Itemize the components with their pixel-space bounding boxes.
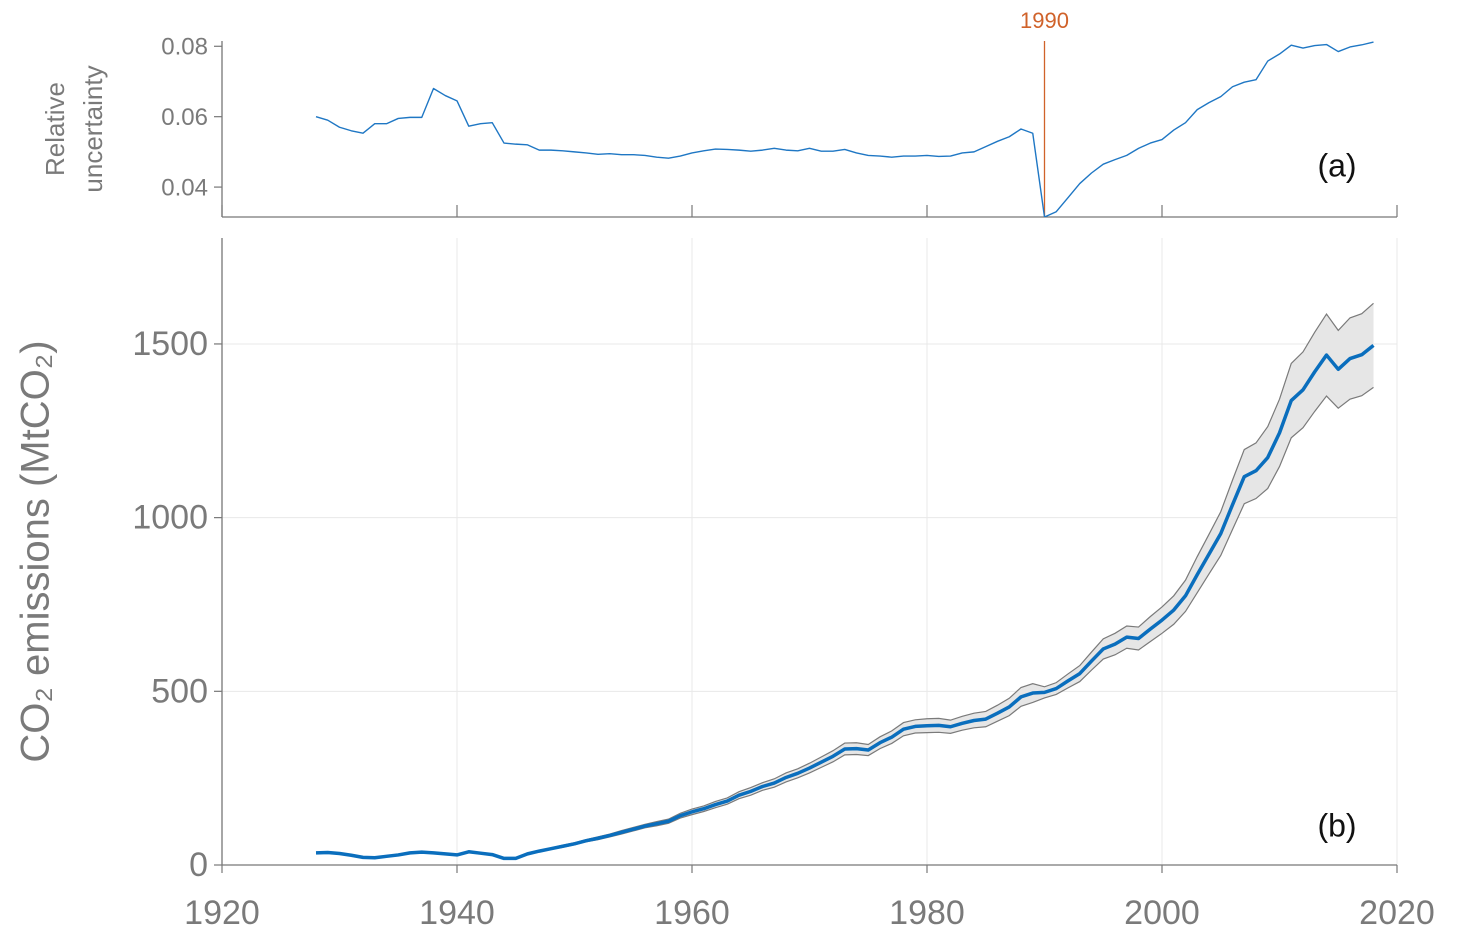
x-tick-label: 2000 xyxy=(1124,894,1200,932)
panel-label: (b) xyxy=(1317,807,1356,843)
data-line xyxy=(315,41,1374,217)
marker-label: 1990 xyxy=(1020,8,1069,33)
y-tick-label: 500 xyxy=(151,672,208,710)
y-tick-label: 0.08 xyxy=(161,34,208,61)
x-tick-label: 2020 xyxy=(1359,894,1435,932)
plot-area xyxy=(315,41,1374,217)
y-tick-label: 1000 xyxy=(132,499,208,537)
band-edge xyxy=(315,386,1374,860)
x-tick-label: 1960 xyxy=(654,894,730,932)
uncertainty-band xyxy=(316,303,1374,859)
y-tick-label: 0.04 xyxy=(161,174,208,201)
y-axis-label: uncertainty xyxy=(78,65,108,192)
band-edge xyxy=(315,302,1374,859)
plot-area xyxy=(315,302,1375,861)
panel-label: (a) xyxy=(1317,147,1356,183)
x-tick-label: 1940 xyxy=(419,894,495,932)
y-tick-label: 0 xyxy=(189,846,208,884)
data-line xyxy=(315,343,1375,861)
y-axis-label: CO₂ emissions (MtCO₂) xyxy=(14,340,58,762)
x-tick-label: 1980 xyxy=(889,894,965,932)
y-tick-label: 0.06 xyxy=(161,104,208,131)
x-tick-label: 1920 xyxy=(184,894,260,932)
y-axis-label: Relative xyxy=(40,82,70,176)
y-tick-label: 1500 xyxy=(132,325,208,363)
